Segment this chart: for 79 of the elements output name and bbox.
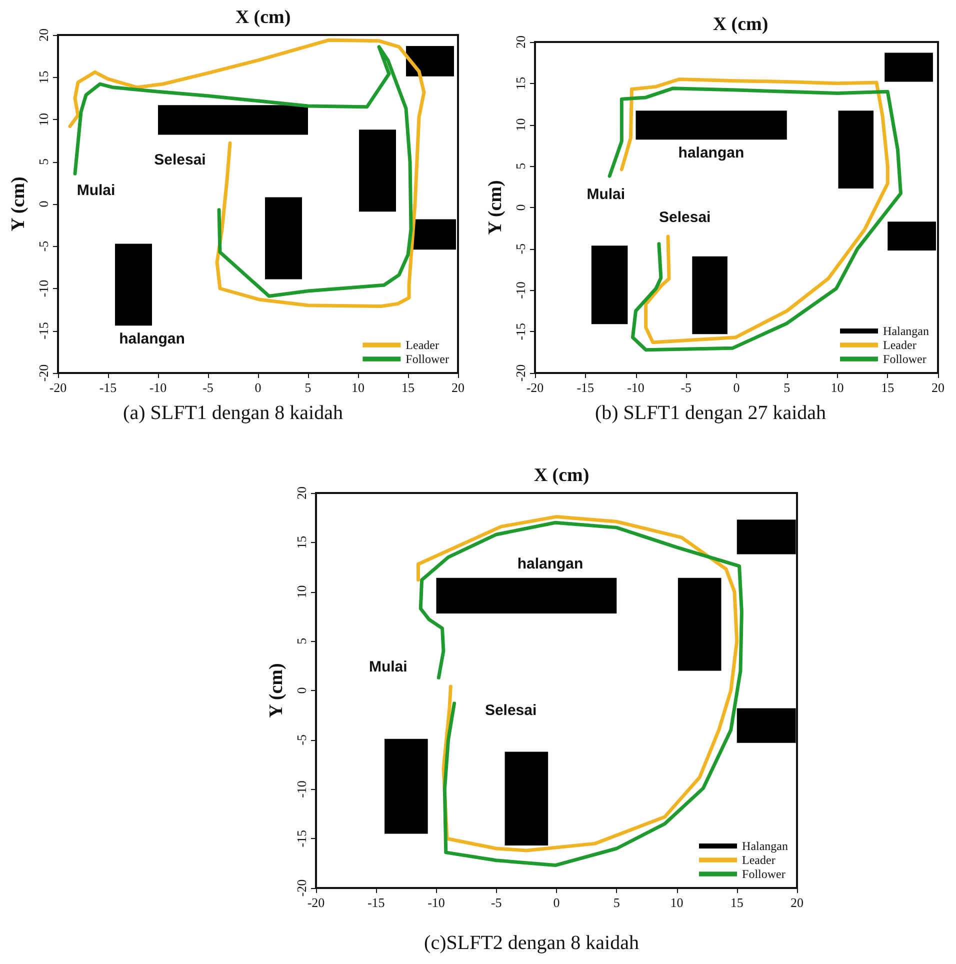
annotation: halangan [517,556,584,573]
y-tick-label: -5 [36,240,51,252]
x-tick-label: 10 [670,895,684,910]
y-tick-label: -15 [36,322,51,340]
annotation: Mulai [368,658,408,676]
y-tick-label: -20 [36,364,51,382]
y-tick-label: 20 [36,28,51,42]
y-tick-label: 0 [513,204,528,211]
y-tick-label: -15 [513,322,528,340]
legend-label: Halangan [742,839,788,853]
x-tick-label: 0 [733,380,740,395]
y-axis-title: Y (cm) [8,176,29,232]
text: (b) SLFT1 dengan 27 kaidah [594,402,826,424]
y-tick-label: 10 [513,118,528,132]
legend-label: Follower [742,867,786,881]
y-tick-label: -15 [294,830,309,848]
y-tick-label: 20 [294,486,309,500]
x-tick-label: -10 [149,380,167,395]
y-tick-label: -10 [294,780,309,798]
x-tick-label: 15 [402,380,414,395]
x-axis-title: X (cm) [712,14,768,35]
legend-label: Leader [742,853,776,867]
x-tick-label: 15 [730,895,744,910]
x-tick-label: -15 [367,895,385,910]
x-axis-title: X (cm) [235,7,291,28]
annotation: Selesai [659,208,711,226]
x-tick-label: -20 [49,380,67,395]
y-tick-label: 15 [513,76,528,90]
y-tick-label: 0 [294,687,309,694]
x-tick-label: -5 [490,895,502,910]
x-tick-label: 10 [352,380,364,395]
x-tick-label: -20 [307,895,325,910]
y-tick-label: -5 [513,243,528,254]
x-tick-label: -20 [526,380,544,395]
legend-label: Leader [406,338,439,352]
annotation: halangan [119,330,185,348]
x-tick-label: 0 [254,380,262,395]
y-tick-label: 5 [36,158,51,165]
y-tick-label: -20 [513,364,528,382]
y-tick-label: 0 [36,200,51,208]
x-axis-title: X (cm) [534,465,590,486]
x-tick-label: -10 [627,380,644,395]
x-tick-label: 20 [932,380,944,395]
y-axis-title: Y (cm) [485,180,506,235]
annotation: Mulai [76,182,116,199]
annotation: halangan [678,144,744,162]
y-tick-label: 10 [36,113,51,126]
y-tick-label: 10 [294,585,309,598]
annotation: Selesai [154,152,206,169]
x-tick-label: -10 [428,895,445,910]
x-tick-label: 20 [452,380,464,395]
y-tick-label: 15 [36,70,51,84]
legend-label: Leader [883,338,916,352]
y-tick-label: 5 [513,162,528,170]
legend-label: Follower [406,352,450,366]
y-tick-label: -10 [513,282,528,299]
x-tick-label: 10 [830,380,844,395]
y-axis-title: Y (cm) [266,663,287,718]
y-tick-label: 15 [294,536,309,549]
annotation: Mulai [586,186,626,203]
y-tick-label: 20 [513,36,528,48]
x-tick-label: -15 [99,380,117,395]
y-tick-label: -10 [36,280,51,298]
x-tick-label: 15 [881,380,894,395]
y-tick-label: -5 [294,734,309,746]
legend-label: Follower [883,352,926,366]
x-tick-label: -5 [202,380,214,395]
text: (a) SLFT1 dengan 8 kaidah [123,402,343,424]
legend-label: Halangan [883,324,930,338]
y-tick-label: 5 [294,638,309,644]
annotation: Selesai [484,702,537,719]
x-tick-label: 0 [553,895,560,910]
y-tick-label: -20 [294,879,309,897]
x-tick-label: 5 [613,895,620,910]
text: (c)SLFT2 dengan 8 kaidah [424,932,639,954]
x-tick-label: 5 [784,380,790,395]
x-tick-label: -5 [680,380,692,395]
x-tick-label: 20 [790,895,804,910]
x-tick-label: -15 [576,380,594,395]
